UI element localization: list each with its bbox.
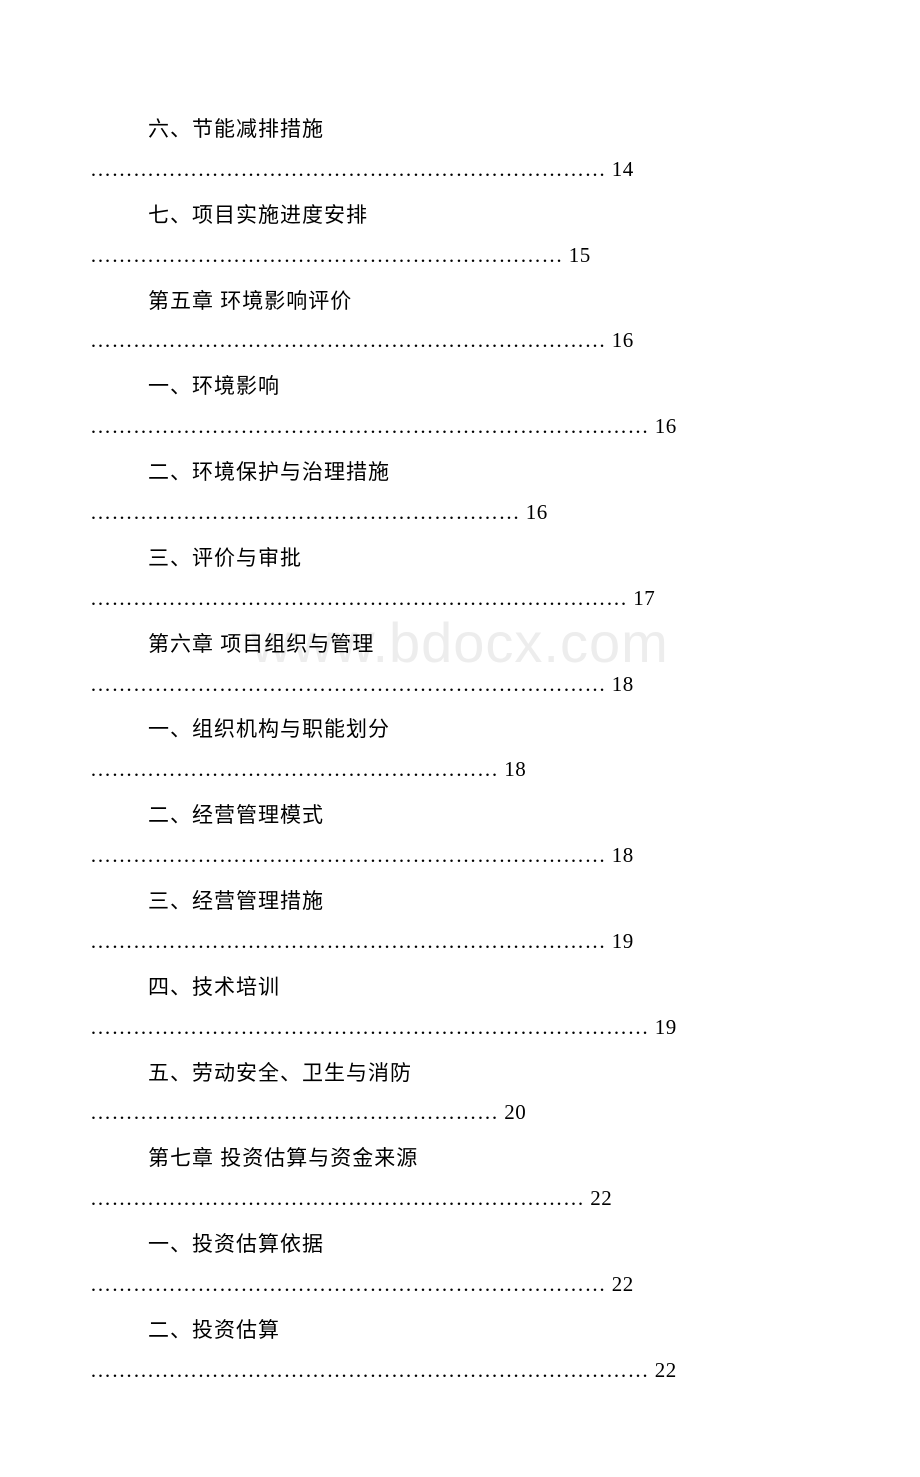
toc-leader: ………………………………………………………………… 17 [90,579,830,619]
toc-entry: 三、评价与审批 ………………………………………………………………… 17 [90,539,830,619]
toc-leader: ……………………………………………………………… 22 [90,1265,830,1305]
toc-title: 五、劳动安全、卫生与消防 [90,1054,830,1094]
toc-leader: …………………………………………………………… 22 [90,1179,830,1219]
toc-entry: 一、投资估算依据 ……………………………………………………………… 22 [90,1225,830,1305]
toc-leader: …………………………………………………………………… 22 [90,1351,830,1391]
toc-entry: 第五章 环境影响评价 ……………………………………………………………… 16 [90,282,830,362]
document-page: 六、节能减排措施 ……………………………………………………………… 14 七、项… [0,0,920,1477]
toc-leader: …………………………………………………… 16 [90,493,830,533]
toc-leader: ……………………………………………………………… 16 [90,321,830,361]
toc-entry: 二、投资估算 …………………………………………………………………… 22 [90,1311,830,1391]
toc-entry: 四、技术培训 …………………………………………………………………… 19 [90,968,830,1048]
toc-title: 第七章 投资估算与资金来源 [90,1139,830,1179]
toc-leader: ……………………………………………………………… 14 [90,150,830,190]
toc-title: 三、评价与审批 [90,539,830,579]
toc-leader: ……………………………………………………………… 18 [90,665,830,705]
toc-leader: ……………………………………………………………… 18 [90,836,830,876]
toc-entry: 七、项目实施进度安排 ………………………………………………………… 15 [90,196,830,276]
toc-entry: 三、经营管理措施 ……………………………………………………………… 19 [90,882,830,962]
toc-title: 二、投资估算 [90,1311,830,1351]
toc-entry: 二、经营管理模式 ……………………………………………………………… 18 [90,796,830,876]
toc-leader: …………………………………………………………………… 16 [90,407,830,447]
toc-entry: 二、环境保护与治理措施 …………………………………………………… 16 [90,453,830,533]
toc-title: 七、项目实施进度安排 [90,196,830,236]
toc-title: 一、环境影响 [90,367,830,407]
toc-entry: 一、组织机构与职能划分 ………………………………………………… 18 [90,710,830,790]
toc-leader: ………………………………………………… 20 [90,1093,830,1133]
toc-entry: 五、劳动安全、卫生与消防 ………………………………………………… 20 [90,1054,830,1134]
toc-entry: 六、节能减排措施 ……………………………………………………………… 14 [90,110,830,190]
toc-title: 四、技术培训 [90,968,830,1008]
toc-entry: 第七章 投资估算与资金来源 …………………………………………………………… 22 [90,1139,830,1219]
toc-entry: 一、环境影响 …………………………………………………………………… 16 [90,367,830,447]
toc-title: 一、投资估算依据 [90,1225,830,1265]
toc-title: 一、组织机构与职能划分 [90,710,830,750]
toc-leader: ………………………………………………… 18 [90,750,830,790]
toc-leader: ……………………………………………………………… 19 [90,922,830,962]
toc-leader: …………………………………………………………………… 19 [90,1008,830,1048]
toc-title: 二、经营管理模式 [90,796,830,836]
toc-entry: 第六章 项目组织与管理 ……………………………………………………………… 18 [90,625,830,705]
toc-title: 第六章 项目组织与管理 [90,625,830,665]
toc-title: 六、节能减排措施 [90,110,830,150]
toc-title: 三、经营管理措施 [90,882,830,922]
toc-leader: ………………………………………………………… 15 [90,236,830,276]
toc-title: 第五章 环境影响评价 [90,282,830,322]
toc-title: 二、环境保护与治理措施 [90,453,830,493]
